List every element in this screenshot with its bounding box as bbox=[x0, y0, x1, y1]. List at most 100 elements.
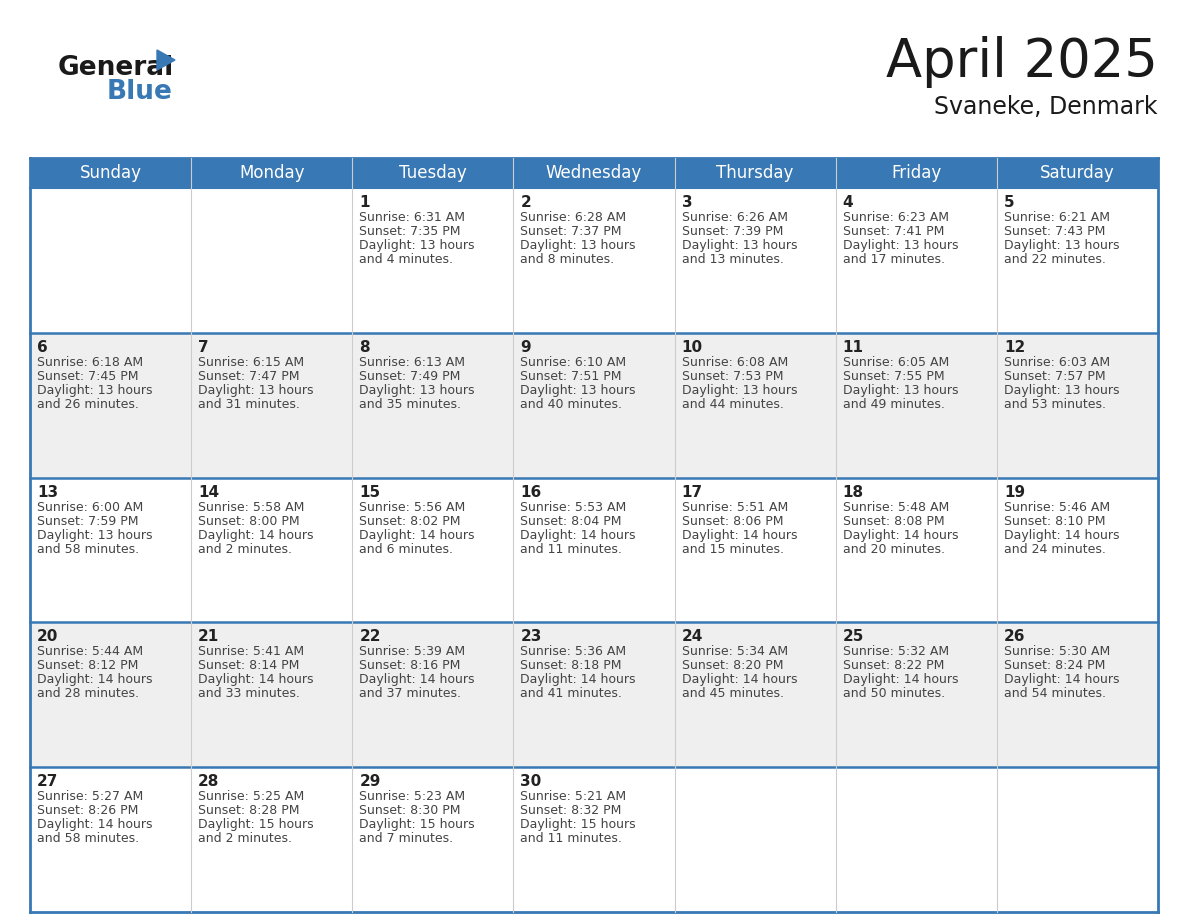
Text: Sunrise: 5:58 AM: Sunrise: 5:58 AM bbox=[198, 500, 304, 513]
Text: Sunrise: 6:18 AM: Sunrise: 6:18 AM bbox=[37, 356, 143, 369]
Text: and 49 minutes.: and 49 minutes. bbox=[842, 397, 944, 410]
Text: Sunset: 8:00 PM: Sunset: 8:00 PM bbox=[198, 515, 299, 528]
Text: Sunset: 8:26 PM: Sunset: 8:26 PM bbox=[37, 804, 138, 817]
Text: 14: 14 bbox=[198, 485, 220, 499]
Text: and 20 minutes.: and 20 minutes. bbox=[842, 543, 944, 555]
Text: and 40 minutes.: and 40 minutes. bbox=[520, 397, 623, 410]
Text: Sunrise: 5:46 AM: Sunrise: 5:46 AM bbox=[1004, 500, 1110, 513]
Text: April 2025: April 2025 bbox=[886, 36, 1158, 88]
Text: Daylight: 13 hours: Daylight: 13 hours bbox=[37, 384, 152, 397]
Text: Sunset: 8:20 PM: Sunset: 8:20 PM bbox=[682, 659, 783, 672]
Text: Daylight: 14 hours: Daylight: 14 hours bbox=[37, 818, 152, 831]
Text: 29: 29 bbox=[359, 774, 380, 789]
Text: Sunrise: 5:25 AM: Sunrise: 5:25 AM bbox=[198, 790, 304, 803]
Text: Sunset: 8:06 PM: Sunset: 8:06 PM bbox=[682, 515, 783, 528]
Text: Sunrise: 6:28 AM: Sunrise: 6:28 AM bbox=[520, 211, 626, 224]
Text: Sunset: 8:12 PM: Sunset: 8:12 PM bbox=[37, 659, 138, 672]
Text: and 58 minutes.: and 58 minutes. bbox=[37, 543, 139, 555]
Text: Sunrise: 5:39 AM: Sunrise: 5:39 AM bbox=[359, 645, 466, 658]
Text: and 2 minutes.: and 2 minutes. bbox=[198, 833, 292, 845]
Text: Daylight: 14 hours: Daylight: 14 hours bbox=[682, 674, 797, 687]
Text: and 44 minutes.: and 44 minutes. bbox=[682, 397, 783, 410]
Text: 10: 10 bbox=[682, 340, 702, 354]
Text: Daylight: 13 hours: Daylight: 13 hours bbox=[1004, 239, 1119, 252]
Bar bbox=[30, 622, 1158, 767]
Text: 1: 1 bbox=[359, 195, 369, 210]
Text: Sunset: 7:57 PM: Sunset: 7:57 PM bbox=[1004, 370, 1106, 383]
Bar bbox=[30, 477, 1158, 622]
Text: Sunset: 7:47 PM: Sunset: 7:47 PM bbox=[198, 370, 299, 383]
Text: Sunset: 7:45 PM: Sunset: 7:45 PM bbox=[37, 370, 139, 383]
Text: Sunrise: 6:00 AM: Sunrise: 6:00 AM bbox=[37, 500, 144, 513]
Text: Sunset: 7:37 PM: Sunset: 7:37 PM bbox=[520, 225, 623, 238]
Text: Sunset: 8:02 PM: Sunset: 8:02 PM bbox=[359, 515, 461, 528]
Text: Daylight: 14 hours: Daylight: 14 hours bbox=[359, 529, 475, 542]
Text: 5: 5 bbox=[1004, 195, 1015, 210]
Text: and 58 minutes.: and 58 minutes. bbox=[37, 833, 139, 845]
Text: and 7 minutes.: and 7 minutes. bbox=[359, 833, 454, 845]
Text: 16: 16 bbox=[520, 485, 542, 499]
Text: Daylight: 15 hours: Daylight: 15 hours bbox=[359, 818, 475, 831]
Text: Sunrise: 6:05 AM: Sunrise: 6:05 AM bbox=[842, 356, 949, 369]
Text: 3: 3 bbox=[682, 195, 693, 210]
Text: and 28 minutes.: and 28 minutes. bbox=[37, 688, 139, 700]
Text: Daylight: 14 hours: Daylight: 14 hours bbox=[1004, 529, 1119, 542]
Text: Sunset: 7:51 PM: Sunset: 7:51 PM bbox=[520, 370, 623, 383]
Text: Sunrise: 6:26 AM: Sunrise: 6:26 AM bbox=[682, 211, 788, 224]
Text: 4: 4 bbox=[842, 195, 853, 210]
Text: Sunset: 7:53 PM: Sunset: 7:53 PM bbox=[682, 370, 783, 383]
Text: Sunrise: 6:23 AM: Sunrise: 6:23 AM bbox=[842, 211, 949, 224]
Text: and 37 minutes.: and 37 minutes. bbox=[359, 688, 461, 700]
Text: Thursday: Thursday bbox=[716, 164, 794, 182]
Text: Blue: Blue bbox=[107, 79, 173, 105]
Text: Sunset: 7:39 PM: Sunset: 7:39 PM bbox=[682, 225, 783, 238]
Text: Sunset: 7:35 PM: Sunset: 7:35 PM bbox=[359, 225, 461, 238]
Text: Daylight: 14 hours: Daylight: 14 hours bbox=[520, 529, 636, 542]
Text: Sunset: 7:59 PM: Sunset: 7:59 PM bbox=[37, 515, 139, 528]
Polygon shape bbox=[157, 50, 175, 70]
Text: Sunset: 8:08 PM: Sunset: 8:08 PM bbox=[842, 515, 944, 528]
Text: Sunset: 7:55 PM: Sunset: 7:55 PM bbox=[842, 370, 944, 383]
Text: Sunset: 8:04 PM: Sunset: 8:04 PM bbox=[520, 515, 623, 528]
Text: Sunrise: 5:23 AM: Sunrise: 5:23 AM bbox=[359, 790, 466, 803]
Text: Sunrise: 5:48 AM: Sunrise: 5:48 AM bbox=[842, 500, 949, 513]
Text: Sunrise: 5:51 AM: Sunrise: 5:51 AM bbox=[682, 500, 788, 513]
Text: and 11 minutes.: and 11 minutes. bbox=[520, 543, 623, 555]
Text: Daylight: 14 hours: Daylight: 14 hours bbox=[520, 674, 636, 687]
Bar bbox=[30, 333, 1158, 477]
Text: and 54 minutes.: and 54 minutes. bbox=[1004, 688, 1106, 700]
Text: Daylight: 13 hours: Daylight: 13 hours bbox=[842, 239, 959, 252]
Text: Sunrise: 5:44 AM: Sunrise: 5:44 AM bbox=[37, 645, 143, 658]
Text: and 13 minutes.: and 13 minutes. bbox=[682, 253, 783, 266]
Text: and 33 minutes.: and 33 minutes. bbox=[198, 688, 301, 700]
Text: and 41 minutes.: and 41 minutes. bbox=[520, 688, 623, 700]
Text: 13: 13 bbox=[37, 485, 58, 499]
Text: and 15 minutes.: and 15 minutes. bbox=[682, 543, 784, 555]
Text: 8: 8 bbox=[359, 340, 369, 354]
Text: Daylight: 13 hours: Daylight: 13 hours bbox=[198, 384, 314, 397]
Text: Sunday: Sunday bbox=[80, 164, 141, 182]
Text: 11: 11 bbox=[842, 340, 864, 354]
Text: Daylight: 14 hours: Daylight: 14 hours bbox=[1004, 674, 1119, 687]
Text: and 26 minutes.: and 26 minutes. bbox=[37, 397, 139, 410]
Text: 6: 6 bbox=[37, 340, 48, 354]
Text: Svaneke, Denmark: Svaneke, Denmark bbox=[935, 95, 1158, 119]
Text: and 17 minutes.: and 17 minutes. bbox=[842, 253, 944, 266]
Text: Monday: Monday bbox=[239, 164, 304, 182]
Text: and 35 minutes.: and 35 minutes. bbox=[359, 397, 461, 410]
Text: Saturday: Saturday bbox=[1040, 164, 1114, 182]
Text: Daylight: 14 hours: Daylight: 14 hours bbox=[842, 674, 959, 687]
Text: 18: 18 bbox=[842, 485, 864, 499]
Text: Daylight: 14 hours: Daylight: 14 hours bbox=[359, 674, 475, 687]
Text: 25: 25 bbox=[842, 630, 864, 644]
Text: Daylight: 15 hours: Daylight: 15 hours bbox=[198, 818, 314, 831]
Text: Daylight: 13 hours: Daylight: 13 hours bbox=[359, 239, 475, 252]
Text: Daylight: 14 hours: Daylight: 14 hours bbox=[37, 674, 152, 687]
Text: Daylight: 13 hours: Daylight: 13 hours bbox=[842, 384, 959, 397]
Text: Wednesday: Wednesday bbox=[545, 164, 643, 182]
Text: Sunset: 8:32 PM: Sunset: 8:32 PM bbox=[520, 804, 621, 817]
Text: Sunrise: 6:03 AM: Sunrise: 6:03 AM bbox=[1004, 356, 1110, 369]
Text: 12: 12 bbox=[1004, 340, 1025, 354]
Text: 28: 28 bbox=[198, 774, 220, 789]
Text: 2: 2 bbox=[520, 195, 531, 210]
